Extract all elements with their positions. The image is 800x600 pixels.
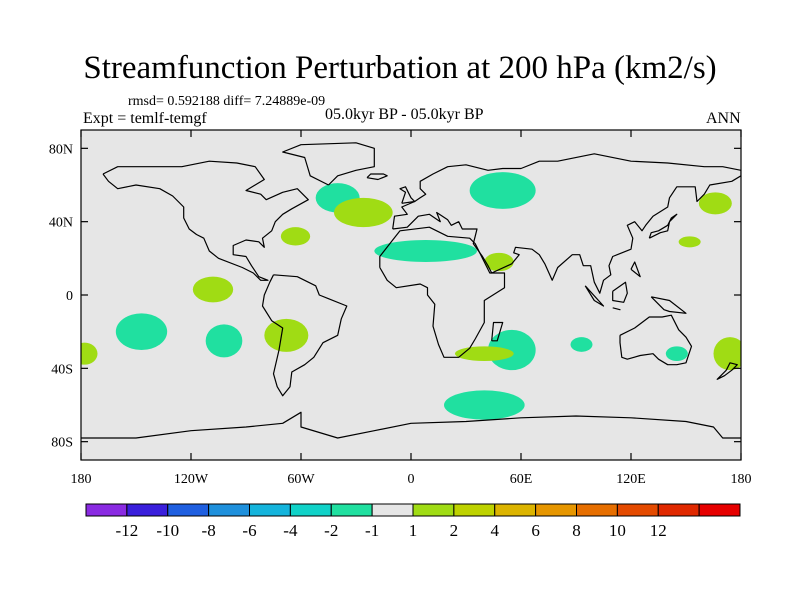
experiment-label: Expt = temlf-temgf: [83, 110, 207, 127]
coastline: [261, 274, 348, 397]
colorbar-label: -6: [242, 521, 256, 540]
coastline: [399, 186, 416, 204]
y-tick-label: 40S: [51, 362, 73, 377]
x-tick-label: 0: [408, 472, 415, 487]
coastline: [491, 321, 504, 342]
colorbar-swatch: [85, 503, 128, 517]
colorbar-swatch: [126, 503, 169, 517]
negative-anomaly-region: [374, 240, 477, 262]
colorbar-label: -1: [365, 521, 379, 540]
coastline: [81, 411, 741, 439]
colorbar-label: 1: [409, 521, 418, 540]
coastline: [282, 142, 375, 186]
negative-anomaly-region: [205, 324, 243, 358]
rmsd-diff-stats: rmsd= 0.592188 diff= 7.24889e-09: [128, 94, 326, 109]
positive-anomaly-region: [713, 337, 741, 371]
y-tick-label: 80N: [49, 142, 73, 157]
colorbar-swatch: [535, 503, 577, 517]
positive-anomaly-region: [81, 342, 98, 365]
y-tick-label: 40N: [49, 216, 73, 231]
coastline: [612, 307, 621, 311]
negative-anomaly-region: [570, 337, 593, 352]
colorbar-label: 8: [572, 521, 581, 540]
colorbar-swatch: [453, 503, 496, 517]
colorbar-label: 2: [450, 521, 459, 540]
colorbar: -12 -10 -8 -6 -4 -2 -1 1 2 4 6 8 10 12: [85, 503, 741, 540]
positive-anomaly-region: [192, 276, 234, 303]
coastline: [584, 285, 605, 307]
negative-anomaly-region: [444, 390, 525, 420]
colorbar-label: -8: [202, 521, 216, 540]
coastline: [379, 226, 506, 358]
colorbar-swatch: [576, 503, 618, 517]
colorbar-swatch: [616, 503, 659, 517]
season-label: ANN: [706, 110, 741, 127]
chart-title: Streamfunction Perturbation at 200 hPa (…: [83, 50, 717, 86]
anomaly-contours: [81, 172, 741, 420]
colorbar-label: -12: [116, 521, 139, 540]
colorbar-label: 12: [650, 521, 667, 540]
axis-ticks: 80N 40N 0 40S 80S 180 120W 60W 0 60E 120E 180: [49, 130, 752, 487]
positive-anomaly-region: [280, 227, 311, 246]
coastline: [102, 160, 309, 281]
positive-anomaly-region: [455, 346, 514, 361]
colorbar-swatch: [289, 503, 332, 517]
y-tick-label: 0: [66, 289, 73, 304]
x-tick-label: 60W: [287, 472, 315, 487]
coastline: [366, 173, 388, 181]
colorbar-label: 10: [609, 521, 626, 540]
positive-anomaly-region: [678, 236, 701, 248]
coastline: [630, 261, 641, 278]
colorbar-label: -2: [324, 521, 338, 540]
colorbar-swatch: [167, 503, 210, 517]
colorbar-swatch: [249, 503, 291, 517]
period-label: 05.0kyr BP - 05.0kyr BP: [325, 106, 484, 123]
coastline: [612, 281, 628, 303]
negative-anomaly-region: [115, 313, 168, 350]
coastline: [648, 213, 678, 239]
colorbar-label: 4: [491, 521, 500, 540]
x-tick-label: 180: [71, 472, 92, 487]
colorbar-swatch: [412, 503, 455, 517]
colorbar-label: -4: [283, 521, 298, 540]
colorbar-swatch: [330, 503, 373, 517]
coastline: [650, 296, 687, 314]
positive-anomaly-region: [264, 318, 309, 352]
colorbar-label: -10: [156, 521, 179, 540]
coastlines: [81, 142, 741, 439]
x-tick-label: 120W: [174, 472, 209, 487]
colorbar-swatch: [494, 503, 537, 517]
colorbar-swatch: [698, 503, 741, 517]
negative-anomaly-region: [469, 172, 536, 209]
map-background: [81, 130, 741, 460]
colorbar-label: 6: [531, 521, 540, 540]
x-tick-label: 180: [731, 472, 752, 487]
x-tick-label: 60E: [510, 472, 533, 487]
coastline: [619, 314, 693, 366]
coastline: [392, 153, 741, 294]
positive-anomaly-region: [698, 192, 732, 215]
positive-anomaly-region: [334, 197, 393, 228]
colorbar-swatch: [208, 503, 250, 517]
x-tick-label: 120E: [616, 472, 646, 487]
coastline: [716, 362, 738, 380]
negative-anomaly-region: [665, 346, 688, 361]
colorbar-swatch: [657, 503, 700, 517]
negative-anomaly-region: [488, 329, 536, 371]
colorbar-swatch: [371, 503, 414, 517]
y-tick-label: 80S: [51, 436, 73, 451]
